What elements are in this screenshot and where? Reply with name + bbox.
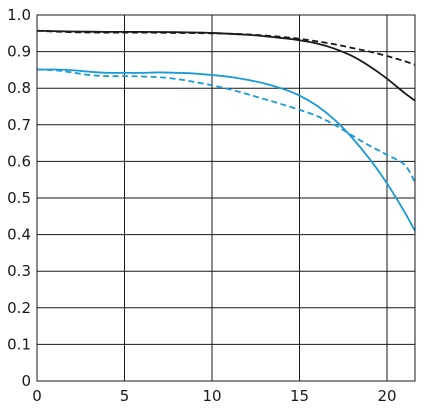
y-tick-label: 0.2	[7, 299, 31, 317]
series-layer	[36, 29, 416, 232]
series-line-blue-solid	[36, 68, 416, 232]
y-tick-label: 0	[21, 372, 31, 390]
y-tick-label: 1.0	[7, 6, 31, 24]
x-tick-label: 20	[377, 387, 396, 405]
y-tick-label: 0.8	[7, 79, 31, 97]
series-line-black-solid	[36, 29, 416, 102]
y-tick-label: 0.5	[7, 189, 31, 207]
plot-frame	[36, 14, 416, 382]
grid	[36, 14, 415, 382]
x-tick-label: 15	[290, 387, 309, 405]
y-tick-label: 0.3	[7, 262, 31, 280]
y-tick-label: 0.7	[7, 116, 31, 134]
y-tick-label: 0.9	[7, 43, 31, 61]
x-tick-label: 10	[202, 387, 221, 405]
series-line-blue-dashed	[36, 68, 416, 183]
y-tick-label: 0.1	[7, 335, 31, 353]
y-tick-label: 0.6	[7, 152, 31, 170]
x-tick-label: 5	[120, 387, 130, 405]
y-tick-label: 0.4	[7, 226, 31, 244]
tick-labels: 0 0.1 0.2 0.3 0.4 0.5 0.6 0.7 0.8 0.9 1.0 0 5 10 15 20	[7, 6, 396, 405]
x-tick-label: 0	[32, 387, 42, 405]
series-line-black-dashed	[36, 29, 416, 66]
